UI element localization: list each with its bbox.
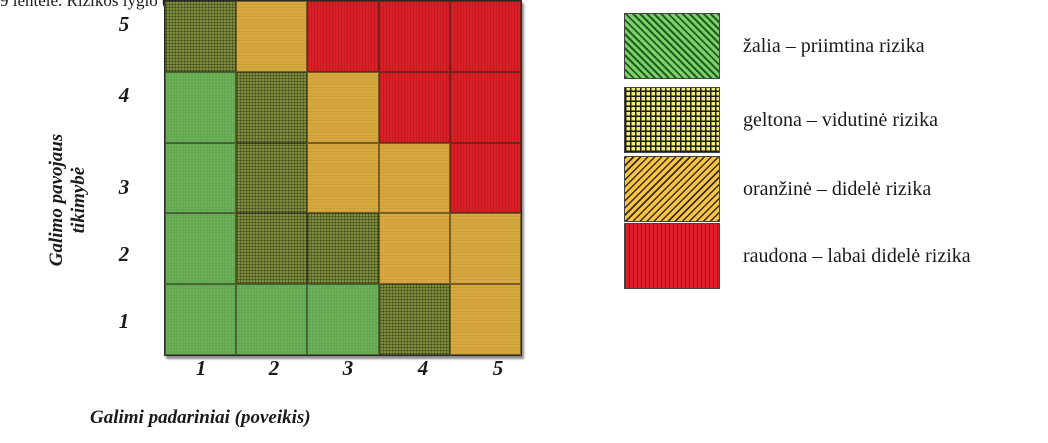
x-tick: 5 [492, 356, 504, 380]
y-tick: 5 [118, 12, 130, 36]
matrix-cell-green [165, 71, 237, 143]
matrix-cell-red [378, 1, 450, 72]
x-tick: 4 [417, 356, 429, 380]
matrix-cell-green [165, 284, 237, 355]
matrix-cell-green [165, 142, 237, 214]
legend-item-green: žalia – priimtina rizika [624, 13, 925, 79]
matrix-cell-yellow [236, 71, 308, 143]
matrix-cell-yellow [236, 142, 308, 214]
y-tick: 3 [118, 175, 130, 199]
legend-label: žalia – priimtina rizika [743, 34, 925, 57]
legend-label: geltona – vidutinė rizika [743, 108, 938, 131]
matrix-cell-orange [449, 213, 521, 285]
legend-swatch-red [624, 223, 720, 289]
matrix-cell-orange [378, 142, 450, 214]
x-tick: 2 [268, 356, 280, 380]
legend-swatch-orange [624, 156, 720, 222]
x-axis-title: Galimi padariniai (poveikis) [90, 407, 311, 428]
y-axis-title-line-2: tikimybė [68, 166, 89, 234]
matrix-cell-yellow [378, 284, 450, 355]
table-caption: 9 lentelė. Rizikos lygio (R) nustatymas [0, 0, 266, 10]
matrix-cell-orange [378, 213, 450, 285]
matrix-cell-green [307, 284, 379, 355]
legend-item-yellow: geltona – vidutinė rizika [624, 87, 938, 153]
matrix-cell-green [165, 213, 237, 285]
matrix-cell-yellow [236, 213, 308, 285]
y-axis-title: Galimo pavojaus tikimybė [46, 134, 90, 266]
legend-item-orange: oranžinė – didelė rizika [624, 156, 931, 222]
matrix-cell-green [236, 284, 308, 355]
legend-label: raudona – labai didelė rizika [743, 244, 971, 267]
matrix-cell-red [449, 1, 521, 72]
x-tick: 3 [342, 356, 354, 380]
matrix-cell-red [449, 71, 521, 143]
matrix-cell-orange [307, 71, 379, 143]
legend-item-red: raudona – labai didelė rizika [624, 223, 971, 289]
matrix-cell-orange [449, 284, 521, 355]
matrix-cell-red [378, 71, 450, 143]
matrix-cell-yellow [307, 213, 379, 285]
y-tick: 2 [118, 242, 130, 266]
legend-swatch-yellow [624, 87, 720, 153]
x-tick: 1 [195, 356, 207, 380]
matrix-cell-yellow [165, 1, 237, 72]
y-tick: 1 [118, 309, 130, 333]
matrix-cell-red [449, 142, 521, 214]
risk-matrix [164, 0, 522, 356]
y-axis-title-line-1: Galimo pavojaus [46, 133, 67, 267]
legend-label: oranžinė – didelė rizika [743, 177, 932, 200]
y-tick: 4 [118, 83, 130, 107]
legend-swatch-green [624, 13, 720, 79]
matrix-cell-orange [236, 1, 308, 72]
matrix-cell-red [307, 1, 379, 72]
matrix-cell-orange [307, 142, 379, 214]
